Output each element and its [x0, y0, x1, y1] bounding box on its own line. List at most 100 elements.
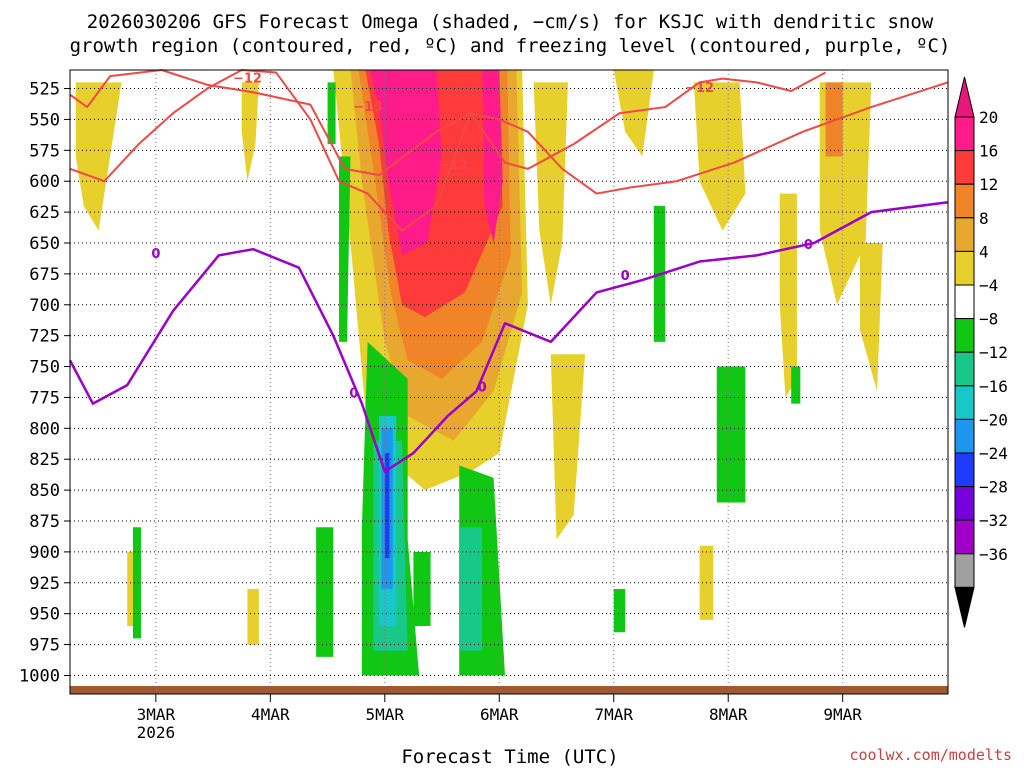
dgz-contour-minus18 — [69, 69, 949, 232]
freezing-level-line — [68, 200, 949, 473]
freezing-level-line-label: 0 — [478, 380, 487, 395]
surface-band — [70, 686, 948, 694]
dgz-contours: −12 −12 −12 −18 — [69, 69, 949, 232]
x-tick-label: 7MAR — [594, 705, 633, 724]
y-tick-label: 900 — [29, 543, 60, 563]
omega-region — [550, 354, 586, 540]
credit-link[interactable]: coolwx.com/modelts — [849, 746, 1012, 764]
colorbar-label: −24 — [979, 444, 1008, 463]
colorbar-upper-arrow — [954, 76, 975, 118]
colorbar-label: −12 — [979, 343, 1008, 362]
dgz-contour-minus18-label: −18 — [353, 100, 382, 115]
omega-region — [613, 70, 654, 157]
omega-region — [241, 82, 259, 182]
colorbar-label: −36 — [979, 545, 1008, 564]
colorbar-label: 8 — [979, 209, 989, 228]
colorbar-label: −16 — [979, 377, 1008, 396]
colorbar-swatch — [954, 553, 975, 588]
y-axis-ticks: 525 550 575 600 625 650 675 700 725 750 775 800 825 8… — [19, 80, 70, 686]
omega-region — [459, 527, 483, 651]
colorbar-label: −4 — [979, 276, 998, 295]
colorbar-label: 4 — [979, 242, 989, 261]
grid-lines — [70, 70, 948, 694]
colorbar-label: 16 — [979, 142, 998, 161]
y-tick-label: 700 — [29, 296, 60, 316]
colorbar-swatch — [954, 284, 975, 320]
colorbar-swatch — [954, 183, 975, 219]
freezing-level-line-label: 0 — [151, 247, 160, 262]
y-tick-label: 825 — [29, 450, 60, 470]
colorbar-swatch — [954, 385, 975, 420]
omega-region — [339, 156, 351, 342]
omega-region — [369, 70, 443, 256]
omega-region — [327, 82, 336, 145]
x-tick-label: 6MAR — [480, 705, 519, 724]
x-tick-label: 3MAR — [137, 705, 176, 724]
colorbar-swatch — [954, 250, 975, 286]
chart-title-line1: 2026030206 GFS Forecast Omega (shaded, −… — [87, 11, 934, 33]
y-tick-label: 650 — [29, 234, 60, 254]
omega-region — [791, 366, 801, 404]
colorbar-label: −32 — [979, 511, 1008, 530]
omega-region — [413, 551, 431, 627]
x-tick-label: 9MAR — [823, 705, 862, 724]
y-tick-label: 550 — [29, 110, 60, 130]
colorbar-swatch — [954, 318, 975, 353]
colorbar-label: 20 — [979, 108, 998, 127]
colorbar-label: −8 — [979, 310, 998, 329]
y-tick-label: 575 — [29, 141, 60, 161]
omega-region — [533, 82, 568, 305]
colorbar-swatch — [954, 519, 975, 555]
colorbar-swatch — [954, 116, 975, 152]
x-tick-label: 5MAR — [366, 705, 405, 724]
x-tick-sublabel: 2026 — [137, 723, 176, 742]
omega-region — [247, 588, 259, 645]
dgz-contour-minus12-label: −12 — [685, 81, 714, 96]
colorbar-label: −28 — [979, 478, 1008, 497]
dgz-contour-minus12-label: −12 — [439, 158, 468, 173]
freezing-level-line-label: 0 — [804, 238, 813, 253]
omega-region — [613, 588, 626, 633]
omega-region — [316, 527, 334, 657]
y-tick-label: 600 — [29, 172, 60, 192]
freezing-level-line-label: 0 — [349, 386, 358, 401]
freezing-level-contour: 0 0 0 0 0 — [68, 200, 949, 473]
x-tick-label: 8MAR — [709, 705, 748, 724]
y-tick-label: 925 — [29, 574, 60, 594]
y-tick-label: 750 — [29, 358, 60, 378]
chart-title-line2: growth region (contoured, red, ºC) and f… — [70, 35, 951, 57]
y-tick-label: 775 — [29, 388, 60, 408]
colorbar-swatch — [954, 150, 975, 185]
omega-region — [132, 527, 141, 639]
y-tick-label: 800 — [29, 419, 60, 439]
colorbar-lower-arrow — [954, 586, 975, 628]
colorbar-label: −20 — [979, 410, 1008, 429]
omega-shading — [75, 70, 883, 676]
omega-region — [482, 70, 503, 243]
y-tick-label: 1000 — [19, 666, 60, 686]
y-tick-label: 625 — [29, 203, 60, 223]
colorbar-swatch — [954, 351, 975, 387]
omega-region — [384, 453, 390, 559]
plot-frame — [69, 69, 949, 695]
colorbar-swatch — [954, 486, 975, 521]
y-tick-label: 850 — [29, 481, 60, 501]
colorbar: 20 16 12 8 4 −4 −8 −12 −16 −20 −24 −28 −32 −36 — [954, 76, 1008, 628]
y-tick-label: 675 — [29, 265, 60, 285]
omega-region — [859, 242, 883, 392]
y-tick-label: 950 — [29, 605, 60, 625]
x-axis-label: Forecast Time (UTC) — [401, 746, 618, 768]
omega-region — [693, 82, 746, 231]
dgz-contour-minus12-label: −12 — [233, 71, 262, 86]
omega-region — [716, 366, 746, 503]
colorbar-swatch — [954, 217, 975, 252]
y-tick-label: 875 — [29, 512, 60, 532]
omega-region — [779, 193, 797, 398]
y-tick-label: 725 — [29, 327, 60, 347]
colorbar-swatch — [954, 418, 975, 454]
colorbar-label: 12 — [979, 175, 998, 194]
colorbar-swatch — [954, 452, 975, 488]
y-tick-label: 975 — [29, 636, 60, 656]
